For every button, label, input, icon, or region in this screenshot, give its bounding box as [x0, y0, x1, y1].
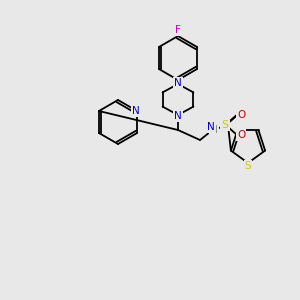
Text: O: O — [237, 130, 245, 140]
Text: N: N — [132, 106, 140, 116]
Text: S: S — [221, 120, 229, 130]
Text: N: N — [207, 122, 215, 132]
Text: N: N — [174, 111, 182, 121]
Text: H: H — [210, 125, 218, 135]
Text: S: S — [245, 161, 251, 171]
Text: O: O — [237, 110, 245, 120]
Text: F: F — [175, 25, 181, 35]
Text: N: N — [174, 78, 182, 88]
